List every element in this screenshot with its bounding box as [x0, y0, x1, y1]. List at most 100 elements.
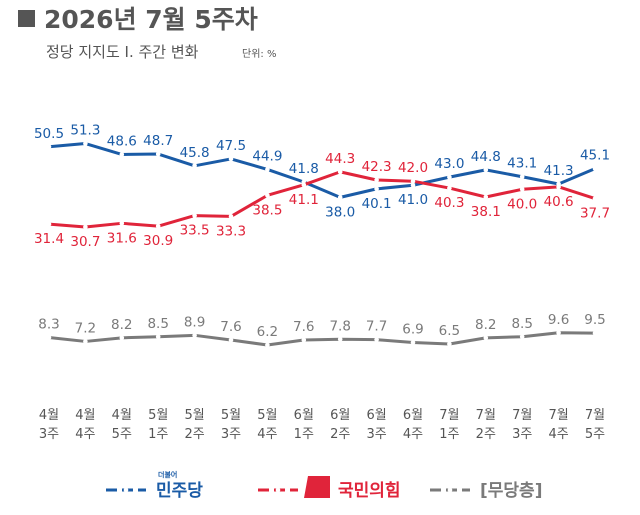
- x-tick-week: 2주: [330, 427, 350, 442]
- data-point: [119, 335, 125, 341]
- data-point: [265, 193, 270, 198]
- data-label: 30.9: [143, 233, 173, 249]
- legend-label-1: 민주당: [156, 481, 203, 501]
- data-label: 43.1: [507, 156, 537, 172]
- data-label: 7.6: [220, 319, 241, 335]
- data-point: [228, 337, 234, 343]
- data-label: 33.5: [180, 223, 210, 239]
- series-line-1: [47, 142, 597, 199]
- data-label: 40.3: [434, 195, 464, 211]
- data-label: 33.3: [216, 223, 246, 239]
- data-point: [265, 167, 270, 172]
- chart-subtitle: 정당 지지도 Ⅰ. 주간 변화: [46, 43, 199, 61]
- data-point: [410, 340, 416, 345]
- data-label: 44.9: [252, 148, 282, 164]
- data-point: [519, 334, 525, 340]
- data-label: 8.9: [184, 314, 205, 330]
- data-point: [556, 330, 561, 336]
- data-label: 40.6: [544, 194, 574, 210]
- data-point: [374, 177, 379, 183]
- x-tick-week: 4주: [257, 427, 277, 442]
- chart-title: 2026년 7월 5주차: [44, 5, 258, 34]
- data-label: 42.0: [398, 160, 428, 176]
- data-label: 45.8: [180, 145, 210, 161]
- x-tick-month: 7월: [439, 408, 459, 423]
- legend-label-2: 국민의힘: [338, 480, 401, 501]
- data-label: 8.2: [475, 317, 496, 333]
- data-point: [483, 194, 489, 200]
- data-label: 48.7: [143, 133, 173, 149]
- data-label: 7.8: [329, 318, 350, 334]
- data-label: 31.6: [107, 230, 137, 246]
- party-logo-small-text: 더불어: [158, 470, 177, 479]
- data-point: [155, 151, 161, 157]
- data-label: 40.1: [362, 196, 392, 212]
- data-point: [447, 341, 452, 347]
- x-tick-week: 3주: [512, 427, 532, 442]
- data-label: 42.3: [362, 159, 392, 175]
- data-point: [374, 186, 379, 192]
- x-tick-month: 5월: [184, 408, 204, 423]
- data-label: 6.9: [402, 322, 423, 338]
- data-point: [556, 184, 561, 190]
- x-tick-week: 3주: [221, 427, 241, 442]
- x-tick-month: 7월: [476, 408, 496, 423]
- data-point: [410, 178, 416, 184]
- legend-marker: [447, 487, 453, 493]
- data-point: [265, 342, 270, 348]
- data-label: 41.1: [289, 192, 319, 208]
- data-label: 38.1: [471, 204, 501, 220]
- data-label: 50.5: [34, 126, 64, 142]
- x-axis: 4월 3주 4월 4주 4월 5주 5월 1주 5월 2주 5월 3주 5월 4주 6월 1주 6월 2주 6월 3주…: [39, 408, 605, 442]
- x-tick-week: 1주: [294, 427, 314, 442]
- data-point: [83, 141, 88, 146]
- data-label: 40.0: [507, 196, 537, 212]
- data-point: [228, 156, 234, 162]
- series-line-3: [47, 331, 597, 347]
- x-tick-month: 6월: [330, 408, 350, 423]
- data-point: [337, 195, 343, 200]
- data-point: [592, 166, 598, 171]
- party-logo-icon: [304, 476, 330, 498]
- data-label: 8.3: [38, 316, 59, 332]
- data-label: 8.5: [511, 316, 532, 332]
- data-point: [301, 182, 307, 188]
- data-label: 7.7: [366, 319, 387, 335]
- data-label: 37.7: [580, 206, 610, 222]
- unit-label: 단위: %: [242, 47, 276, 60]
- x-tick-week: 1주: [148, 427, 168, 442]
- data-point: [119, 152, 125, 157]
- x-tick-month: 5월: [148, 408, 168, 423]
- x-tick-week: 3주: [366, 427, 386, 442]
- x-tick-week: 5주: [585, 427, 605, 442]
- x-tick-month: 4월: [39, 408, 59, 423]
- data-point: [192, 163, 197, 169]
- data-label: 8.5: [147, 316, 168, 332]
- x-tick-month: 7월: [585, 408, 605, 423]
- data-point: [83, 339, 88, 344]
- data-label: 51.3: [70, 123, 100, 139]
- data-label: 38.0: [325, 204, 355, 220]
- data-label: 6.2: [257, 324, 278, 340]
- data-label: 30.7: [70, 234, 100, 250]
- data-point: [592, 330, 598, 336]
- x-tick-week: 4주: [548, 427, 568, 442]
- data-label: 48.6: [107, 133, 137, 149]
- x-tick-week: 5주: [112, 427, 132, 442]
- x-tick-week: 1주: [439, 427, 459, 442]
- series-line-2: [47, 170, 597, 229]
- title-square-icon: [18, 10, 35, 27]
- data-label: 8.2: [111, 317, 132, 333]
- data-point: [447, 174, 452, 180]
- x-tick-week: 2주: [476, 427, 496, 442]
- x-tick-week: 2주: [184, 427, 204, 442]
- x-tick-month: 5월: [221, 408, 241, 423]
- data-point: [119, 221, 125, 226]
- data-point: [228, 214, 234, 219]
- x-tick-month: 6월: [403, 408, 423, 423]
- data-label: 31.4: [34, 231, 64, 247]
- data-label: 47.5: [216, 138, 246, 154]
- data-label: 44.8: [471, 149, 501, 165]
- x-tick-month: 5월: [257, 408, 277, 423]
